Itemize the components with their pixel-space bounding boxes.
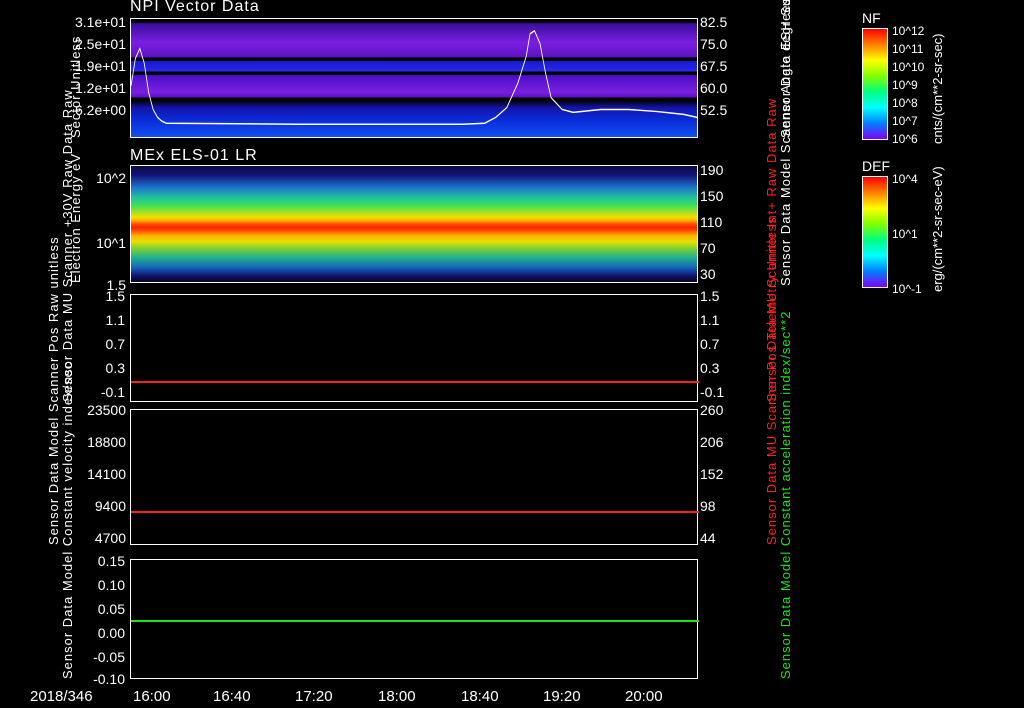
els-cbtick-2: 10^-1 [892,282,922,296]
els-colorbar-gradient [862,176,888,288]
panel-npi-title: NPI Vector Data [130,0,260,16]
modelconst-tick-5: -0.10 [55,671,125,687]
els-cbtick-0: 10^4 [892,172,918,186]
npi-tick-0: 3.1e+01 [60,14,126,30]
modelconst-right-axis-label: Sensor Data Model Constant acceleration … [778,559,793,679]
musc-raw-flatline [131,381,699,383]
xaxis-tick-1: 16:40 [213,688,251,705]
muscpos-tick-0: 23500 [40,402,126,418]
musc-raw-tick-1: 1.1 [55,312,125,328]
npi-cbtick-0: 10^12 [892,24,924,38]
els-rtick-0: 190 [700,162,723,178]
npi-cbtick-6: 10^6 [892,132,918,146]
els-rtick-2: 110 [700,214,722,230]
xaxis-tick-0: 16:00 [133,688,171,705]
els-rtick-1: 150 [700,188,723,204]
musc-raw-tick-0: 1.5 [55,288,125,304]
npi-overlay-line [131,19,697,137]
musc-raw-rtick-3: 0.3 [700,360,719,376]
xaxis-tick-3: 18:00 [378,688,416,705]
npi-cbtick-2: 10^10 [892,60,924,74]
muscpos-right-axis-label: Sensor Data MU Scanner Pos Telemetry Uni… [764,409,779,545]
npi-tick-1: 2.5e+01 [60,36,126,52]
npi-colorbar-gradient [862,28,888,140]
modelconst-tick-1: 0.10 [55,577,125,593]
els-colorbar-label: DEF [862,158,890,174]
npi-rtick-0: 82.5 [700,14,727,30]
musc-raw-rtick-0: 1.5 [700,288,719,304]
muscpos-flatline [131,511,699,513]
muscpos-rtick-4: 44 [700,530,716,546]
muscpos-tick-1: 18800 [40,434,126,450]
npi-colorbar-label: NF [862,10,881,26]
panel-musc-raw-plot [130,294,698,402]
npi-rtick-3: 60.0 [700,80,727,96]
modelconst-tick-4: -0.05 [55,649,125,665]
npi-rtick-1: 75.0 [700,36,727,52]
npi-cbtick-3: 10^9 [892,78,918,92]
muscpos-tick-3: 9400 [40,498,126,514]
npi-cbtick-1: 10^11 [892,42,923,56]
musc-raw-rtick-2: 0.7 [700,336,719,352]
els-right-axis-label: Sensor Data Model Scanner Angle degrees [778,162,793,286]
npi-cbtick-4: 10^8 [892,96,918,110]
xaxis-date-label: 2018/346 [30,688,93,705]
musc-raw-rtick-1: 1.1 [700,312,719,328]
panel-els-title: MEx ELS-01 LR [130,147,258,165]
npi-tick-2: 1.9e+01 [60,58,126,74]
muscpos-rtick-2: 152 [700,466,723,482]
modelconst-tick-3: 0.00 [55,625,125,641]
root-container: NPI Vector Data Sector Unitless 3.1e+01 … [0,0,1024,708]
els-rtick-4: 30 [700,266,716,282]
panel-muscpos-plot [130,409,698,545]
musc-raw-rtick-4: -0.1 [700,384,724,400]
modelconst-tick-0: 0.15 [55,553,125,569]
panel-els-plot [130,165,698,283]
xaxis-tick-4: 18:40 [461,688,499,705]
muscpos-rtick-3: 98 [700,498,716,514]
muscpos-tick-2: 14100 [40,466,126,482]
els-colorbar-unit: erg/(cm**2-sr-sec-eV) [930,168,945,292]
els-cbtick-1: 10^1 [892,227,918,241]
muscpos-rtick-1: 206 [700,434,723,450]
npi-rtick-4: 52.5 [700,102,727,118]
panel-modelconst-plot [130,559,698,679]
muscpos-tick-4: 4700 [40,530,126,546]
panel-npi-plot [130,18,698,138]
musc-raw-tick-2: 0.7 [55,336,125,352]
npi-colorbar-unit: cnts/(cm**2-sr-sec) [930,20,945,144]
npi-cbtick-5: 10^7 [892,114,918,128]
modelconst-tick-2: 0.05 [55,601,125,617]
muscpos-rtick-0: 260 [700,402,723,418]
xaxis-tick-2: 17:20 [295,688,333,705]
xaxis-tick-5: 19:20 [543,688,581,705]
modelconst-flatline [131,620,699,622]
npi-rtick-2: 67.5 [700,58,727,74]
xaxis-tick-6: 20:00 [625,688,663,705]
els-rtick-3: 70 [700,240,716,256]
